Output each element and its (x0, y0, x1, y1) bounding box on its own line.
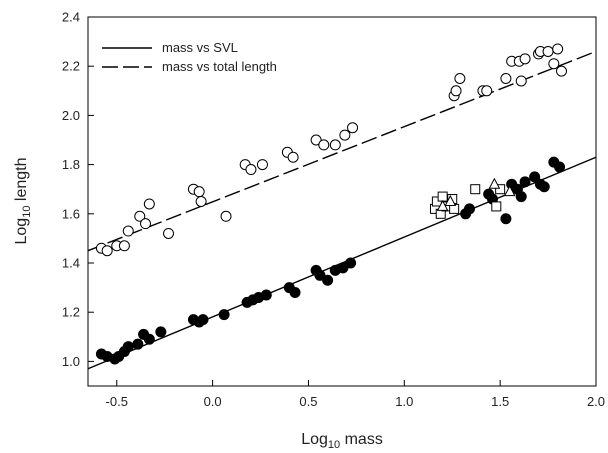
point-open-circle (481, 85, 493, 97)
legend-label-solid: mass vs SVL (162, 40, 238, 55)
point-open-square (470, 184, 481, 195)
point-open-circle (195, 196, 207, 207)
point-filled-circle (515, 191, 527, 203)
x-axis-label: Log10 mass (301, 431, 383, 451)
y-tick-label: 1.4 (62, 256, 80, 271)
y-tick-label: 1.0 (62, 354, 80, 369)
regression-lines (87, 50, 597, 370)
point-filled-circle (132, 338, 144, 350)
point-open-circle (555, 65, 567, 77)
point-open-circle (318, 139, 330, 151)
point-open-circle (143, 198, 155, 210)
x-tick-label: 1.0 (395, 394, 413, 409)
y-axis-label-sub: 10 (21, 206, 33, 218)
point-filled-circle (519, 176, 531, 188)
point-open-circle (347, 122, 359, 134)
x-axis-label-sub: 10 (328, 439, 340, 451)
point-open-circle (134, 210, 146, 222)
point-filled-circle (197, 314, 209, 326)
point-open-circle (454, 73, 466, 84)
point-filled-circle (218, 309, 230, 321)
point-open-circle (329, 139, 341, 151)
point-open-triangle (503, 185, 516, 197)
point-open-circle (450, 85, 462, 97)
point-open-circle (256, 159, 268, 171)
x-axis: -0.5 0.0 0.5 1.0 1.5 2.0 (106, 380, 605, 409)
point-open-circle (500, 73, 512, 84)
y-tick-label: 2.2 (62, 59, 80, 74)
point-filled-circle (345, 257, 357, 269)
x-tick-label: 0.5 (299, 394, 317, 409)
point-filled-circle (463, 203, 475, 215)
point-open-circle (552, 43, 564, 55)
legend-label-dashed: mass vs total length (162, 59, 277, 74)
point-open-circle (140, 218, 152, 230)
point-filled-circle (322, 274, 334, 286)
point-open-circle (542, 45, 554, 57)
point-open-circle (163, 227, 175, 239)
point-filled-circle (260, 289, 272, 301)
point-open-triangle (444, 194, 457, 206)
regression-line-total-length (87, 50, 597, 252)
y-tick-label: 1.2 (62, 305, 80, 320)
point-filled-circle (538, 181, 550, 193)
point-open-square (437, 191, 448, 202)
point-open-circle (519, 53, 531, 65)
point-open-square (491, 201, 502, 212)
x-tick-label: 0.0 (204, 394, 222, 409)
point-filled-circle (122, 341, 134, 353)
y-tick-label: 2.0 (62, 108, 80, 123)
point-open-circle (287, 151, 299, 163)
y-tick-label: 1.6 (62, 206, 80, 221)
y-tick-label: 1.8 (62, 157, 80, 172)
x-tick-label: -0.5 (106, 394, 128, 409)
point-open-circle (193, 186, 205, 198)
point-filled-circle (337, 262, 349, 274)
point-open-circle (101, 245, 113, 257)
point-filled-circle (500, 213, 512, 225)
x-axis-label-main: Log (301, 431, 328, 448)
y-axis-label-rest: length (13, 158, 30, 206)
point-open-circle (515, 75, 527, 87)
point-filled-circle (143, 333, 155, 345)
plot-frame (87, 16, 597, 387)
data-points (95, 43, 567, 365)
point-filled-circle (529, 171, 541, 183)
legend: mass vs SVL mass vs total length (102, 40, 277, 74)
point-open-circle (310, 134, 322, 146)
point-open-circle (339, 129, 351, 141)
x-axis-label-rest: mass (340, 431, 383, 448)
point-open-circle (220, 210, 232, 222)
point-open-circle (245, 164, 257, 176)
point-filled-circle (289, 287, 301, 299)
point-filled-circle (554, 161, 566, 173)
point-open-circle (122, 225, 134, 237)
point-open-circle (118, 240, 130, 252)
point-filled-circle (155, 326, 167, 338)
x-tick-label: 2.0 (587, 394, 605, 409)
y-axis-label: Log10 length (13, 158, 33, 245)
y-tick-label: 2.4 (62, 10, 80, 25)
y-axis-label-main: Log (13, 218, 30, 245)
point-filled-circle (314, 269, 326, 281)
point-open-circle (548, 58, 560, 70)
x-tick-label: 1.5 (491, 394, 509, 409)
y-axis: 1.0 1.2 1.4 1.6 1.8 2.0 2.2 2.4 (62, 10, 94, 369)
point-open-square (495, 184, 506, 195)
point-open-triangle (488, 177, 501, 189)
